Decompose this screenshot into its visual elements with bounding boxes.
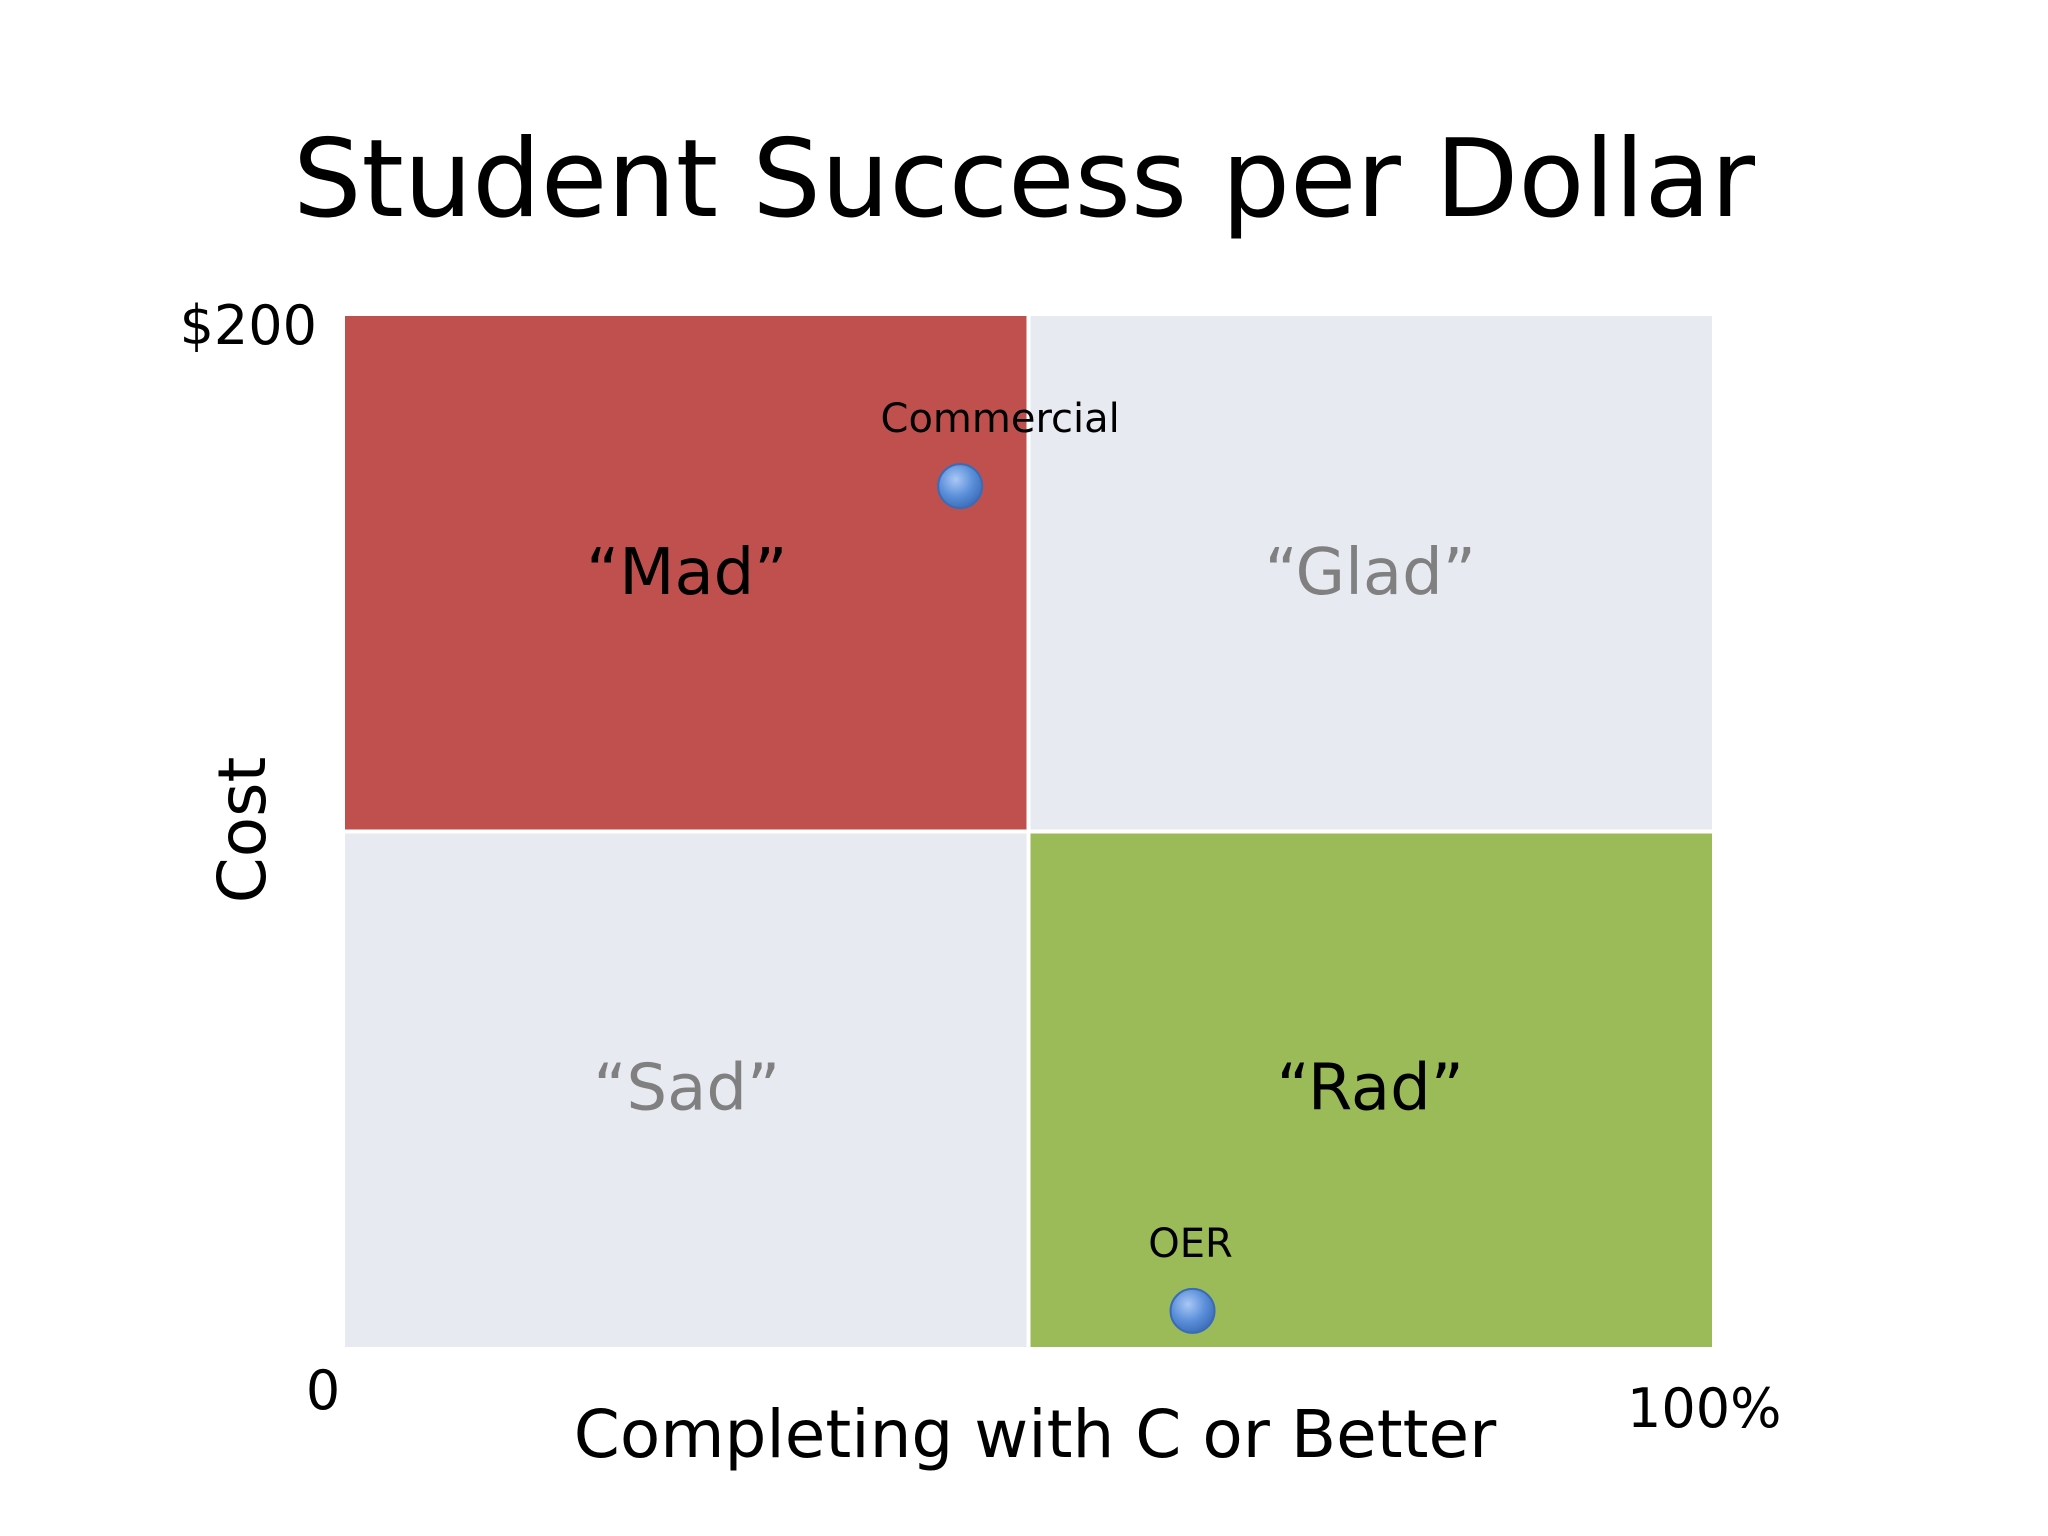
data-point-label-commercial: Commercial [881, 396, 1120, 442]
y-tick-label-max: $200 [180, 294, 317, 357]
quadrant-glad [1030, 316, 1712, 830]
quadrant-sad [345, 833, 1027, 1347]
y-axis-label: Cost [204, 757, 281, 904]
x-tick-label-min: 0 [306, 1359, 340, 1422]
quadrant-label-glad: “Glad” [1265, 536, 1476, 610]
quadrant-label-sad: “Sad” [593, 1051, 780, 1125]
x-axis-label: Completing with C or Better [574, 1396, 1497, 1473]
quadrant-labels: “Mad” “Glad” “Sad” “Rad” [586, 536, 1476, 1126]
quadrants [345, 316, 1712, 1347]
quadrant-rad [1030, 833, 1712, 1347]
quadrant-mad [345, 316, 1027, 830]
data-point-oer [1169, 1287, 1216, 1334]
data-point-label-oer: OER [1148, 1221, 1233, 1267]
data-point-commercial [937, 463, 984, 510]
quadrant-label-rad: “Rad” [1277, 1051, 1464, 1125]
chart-title: Student Success per Dollar [292, 117, 1756, 242]
data-points: Commercial OER [881, 396, 1233, 1334]
quadrant-label-mad: “Mad” [586, 536, 787, 610]
axes: $200 0 100% Completing with C or Better Cost [180, 294, 1782, 1473]
x-tick-label-max: 100% [1627, 1377, 1781, 1440]
